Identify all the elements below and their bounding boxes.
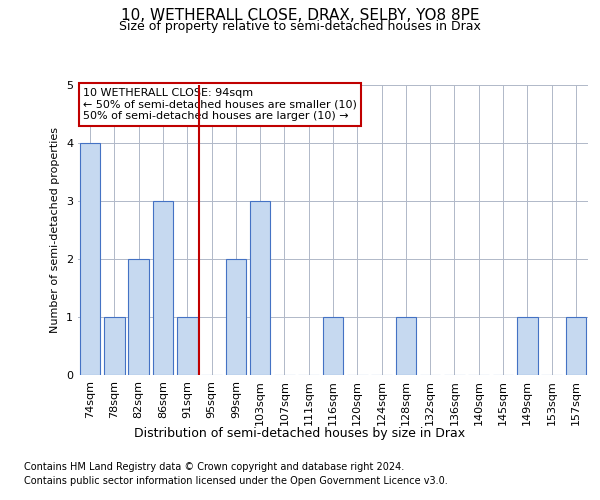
Bar (152, 201, 173, 375)
Bar (80, 143, 100, 375)
Text: Size of property relative to semi-detached houses in Drax: Size of property relative to semi-detach… (119, 20, 481, 33)
Bar (177, 317, 197, 375)
Text: 10, WETHERALL CLOSE, DRAX, SELBY, YO8 8PE: 10, WETHERALL CLOSE, DRAX, SELBY, YO8 8P… (121, 8, 479, 22)
Text: Contains public sector information licensed under the Open Government Licence v3: Contains public sector information licen… (24, 476, 448, 486)
Bar (517, 317, 538, 375)
Text: Distribution of semi-detached houses by size in Drax: Distribution of semi-detached houses by … (134, 428, 466, 440)
Bar (566, 317, 586, 375)
Bar (128, 259, 149, 375)
Bar (395, 317, 416, 375)
Text: 10 WETHERALL CLOSE: 94sqm
← 50% of semi-detached houses are smaller (10)
50% of : 10 WETHERALL CLOSE: 94sqm ← 50% of semi-… (83, 88, 357, 121)
Bar (250, 201, 271, 375)
Bar (323, 317, 343, 375)
Bar (104, 317, 125, 375)
Text: Contains HM Land Registry data © Crown copyright and database right 2024.: Contains HM Land Registry data © Crown c… (24, 462, 404, 472)
Y-axis label: Number of semi-detached properties: Number of semi-detached properties (50, 127, 61, 333)
Bar (226, 259, 246, 375)
